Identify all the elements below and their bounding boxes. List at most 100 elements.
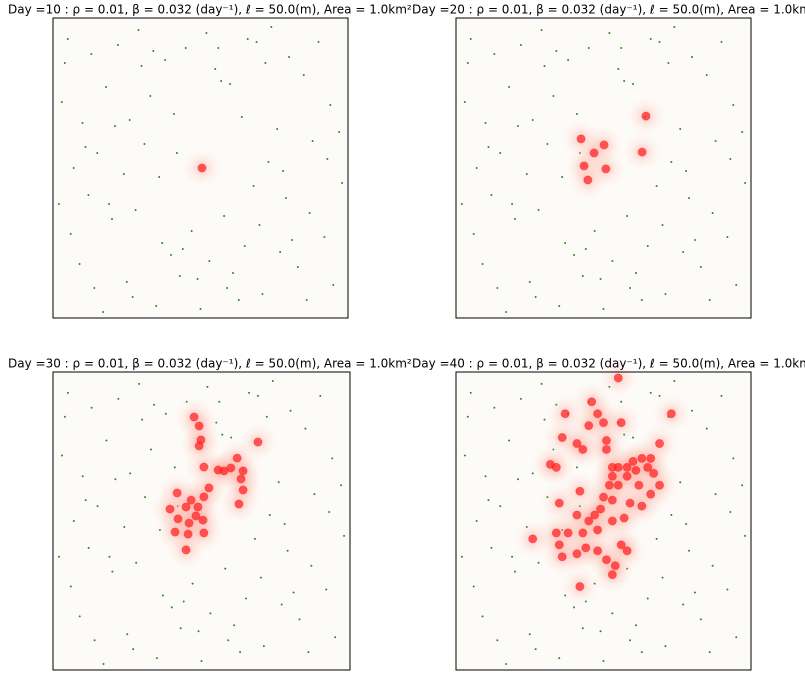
susceptible-point	[493, 406, 496, 409]
susceptible-point	[558, 305, 561, 307]
susceptible-point	[534, 296, 537, 298]
infected-point	[181, 502, 191, 512]
susceptible-point	[487, 499, 490, 502]
susceptible-point	[285, 197, 288, 199]
infected-point	[557, 552, 567, 562]
infected-point	[232, 453, 242, 463]
infected-point	[607, 471, 617, 481]
susceptible-point	[714, 140, 717, 142]
susceptible-point	[620, 47, 623, 49]
infected-point	[236, 474, 246, 484]
infected-point	[643, 462, 653, 472]
susceptible-point	[699, 266, 702, 268]
plot-content	[57, 379, 346, 666]
susceptible-point	[714, 493, 717, 496]
susceptible-point	[298, 618, 301, 621]
susceptible-point	[131, 296, 134, 298]
infected-point	[584, 516, 594, 526]
susceptible-point	[224, 567, 227, 570]
susceptible-point	[196, 278, 199, 280]
panel: Day =40 : ρ = 0.01, β = 0.032 (day⁻¹), ℓ…	[412, 357, 805, 671]
susceptible-point	[555, 50, 558, 52]
infected-point	[637, 147, 647, 157]
susceptible-point	[319, 394, 322, 397]
infected-point	[628, 456, 638, 466]
infected-point	[199, 462, 209, 472]
susceptible-point	[729, 511, 732, 514]
susceptible-point	[155, 305, 158, 307]
susceptible-point	[705, 74, 708, 76]
susceptible-point	[69, 233, 72, 235]
susceptible-point	[323, 236, 326, 238]
infected-point	[646, 453, 656, 463]
susceptible-point	[573, 254, 575, 256]
susceptible-point	[682, 603, 685, 606]
infected-point	[572, 439, 582, 449]
susceptible-point	[561, 176, 564, 178]
susceptible-point	[84, 146, 87, 148]
susceptible-point	[208, 260, 211, 262]
susceptible-point	[528, 633, 531, 636]
susceptible-point	[326, 158, 329, 160]
infected-point	[578, 444, 588, 454]
plot-frame	[52, 371, 351, 671]
susceptible-point	[581, 275, 584, 277]
susceptible-point	[490, 194, 493, 196]
susceptible-point	[90, 53, 93, 55]
susceptible-point	[108, 203, 111, 205]
infected-point	[579, 161, 589, 171]
susceptible-point	[181, 248, 184, 250]
susceptible-point	[496, 287, 499, 289]
susceptible-point	[240, 116, 243, 118]
susceptible-point	[264, 62, 267, 64]
susceptible-point	[626, 215, 629, 217]
susceptible-point	[114, 478, 117, 481]
susceptible-point	[343, 534, 346, 537]
susceptible-point	[258, 224, 261, 226]
susceptible-point	[511, 555, 514, 558]
infected-point	[646, 489, 656, 499]
susceptible-point	[617, 68, 620, 70]
susceptible-point	[540, 382, 543, 385]
susceptible-point	[60, 101, 63, 103]
plot-frame	[52, 17, 349, 319]
susceptible-point	[155, 657, 158, 660]
susceptible-point	[63, 415, 66, 418]
susceptible-point	[584, 248, 587, 250]
susceptible-point	[543, 418, 546, 421]
susceptible-point	[137, 29, 140, 31]
infected-point	[625, 498, 635, 508]
susceptible-point	[708, 299, 711, 301]
susceptible-point	[670, 161, 673, 163]
susceptible-point	[640, 299, 643, 301]
susceptible-point	[256, 394, 259, 397]
susceptible-point	[481, 615, 484, 618]
susceptible-point	[460, 555, 463, 558]
susceptible-point	[685, 522, 688, 525]
susceptible-point	[685, 170, 688, 172]
susceptible-point	[317, 41, 320, 43]
susceptible-point	[96, 152, 99, 154]
susceptible-point	[138, 382, 141, 385]
susceptible-point	[537, 561, 540, 564]
susceptible-point	[688, 549, 691, 552]
infected-point	[189, 412, 199, 422]
susceptible-point	[132, 648, 135, 651]
infected-point	[622, 471, 632, 481]
susceptible-point	[126, 633, 129, 636]
susceptible-point	[466, 415, 469, 418]
susceptible-point	[484, 122, 487, 124]
infected-point	[194, 421, 204, 431]
infected-point	[590, 510, 600, 520]
susceptible-point	[673, 379, 676, 382]
susceptible-point	[102, 311, 105, 313]
plot-frame	[455, 371, 752, 671]
susceptible-point	[111, 218, 113, 220]
susceptible-point	[122, 173, 125, 175]
susceptible-point	[505, 663, 508, 666]
susceptible-point	[741, 484, 744, 487]
susceptible-point	[634, 624, 637, 627]
susceptible-point	[268, 514, 271, 517]
plot-frame	[455, 17, 752, 319]
susceptible-point	[602, 660, 605, 663]
